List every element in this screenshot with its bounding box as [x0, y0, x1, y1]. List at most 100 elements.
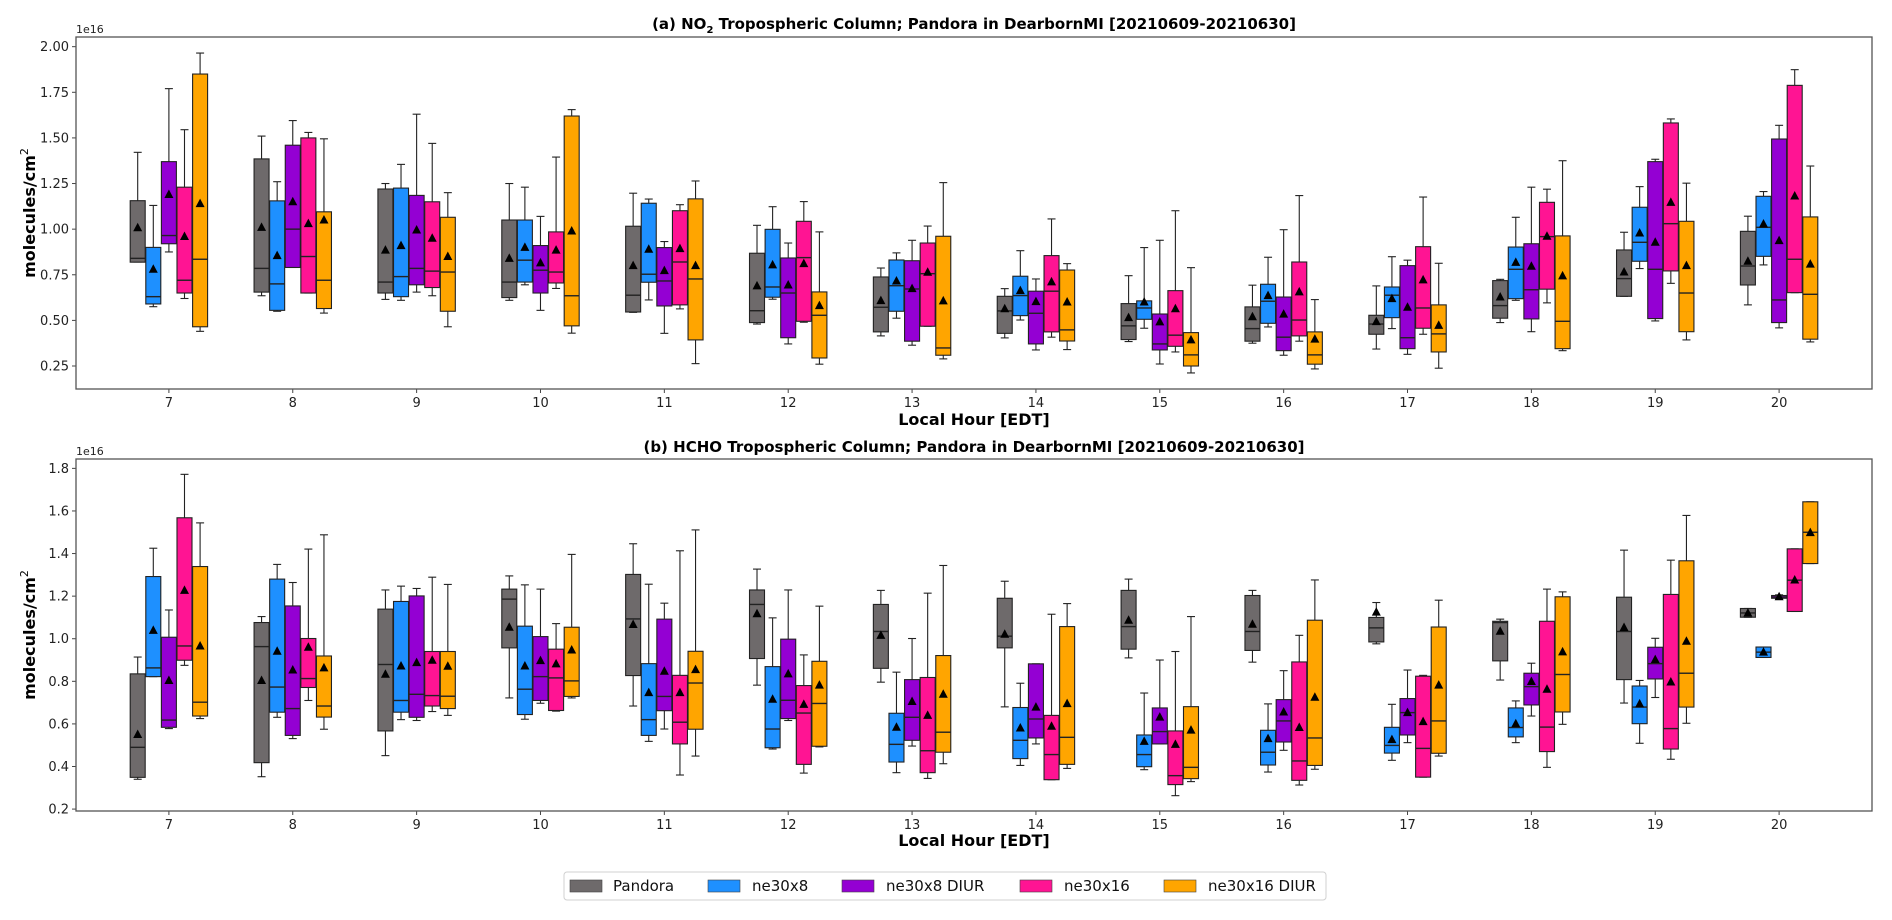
mean-marker: [799, 258, 809, 268]
iqr-box: [1244, 306, 1261, 342]
mean-marker: [303, 642, 313, 651]
box-pandora-h20: [1739, 607, 1756, 618]
mean-marker: [1263, 733, 1273, 743]
legend-item-pandora: Pandora: [569, 877, 674, 895]
x-tick-label: 13: [904, 818, 921, 833]
mean-marker: [814, 300, 824, 310]
box-ne30x16-h11: [671, 204, 688, 310]
mean-marker: [1495, 626, 1505, 635]
iqr-box: [1059, 626, 1076, 765]
x-tick-label: 11: [656, 818, 673, 833]
mean-marker: [1666, 197, 1676, 206]
mean-marker: [799, 699, 809, 708]
mean-marker: [427, 233, 437, 242]
iqr-box: [656, 247, 673, 307]
mean-marker: [272, 646, 282, 655]
box-ne30x8-h9: [392, 585, 410, 721]
box-ne30x8-diur-h11: [656, 602, 673, 730]
panel-a-xlabel: Local Hour [EDT]: [898, 410, 1050, 429]
iqr-box: [1678, 220, 1695, 333]
iqr-box: [1415, 246, 1432, 329]
iqr-box: [1399, 698, 1416, 736]
mean-marker: [1015, 285, 1025, 295]
iqr-box: [563, 115, 580, 327]
box-ne30x8-h20: [1755, 191, 1772, 266]
box-ne30x16-h15: [1167, 210, 1184, 353]
box-pandora-h14: [996, 580, 1013, 708]
x-tick-label: 14: [1028, 818, 1045, 833]
mean-marker: [1511, 718, 1521, 728]
iqr-box: [300, 137, 317, 294]
mean-marker: [380, 245, 390, 254]
box-ne30x8-h10: [516, 584, 533, 720]
mean-marker: [272, 250, 282, 260]
box-ne30x8-diur-h13: [904, 637, 921, 747]
mean-marker: [1681, 260, 1691, 270]
x-tick-label: 11: [656, 396, 673, 411]
box-pandora-h15: [1120, 275, 1137, 343]
mean-marker: [1139, 296, 1149, 306]
iqr-box: [1260, 729, 1277, 766]
box-ne30x16-h7: [176, 129, 193, 300]
iqr-box: [1430, 626, 1447, 754]
box-ne30x8-h15: [1136, 247, 1153, 329]
box-ne30x16-h16: [1291, 195, 1308, 342]
x-tick-label: 16: [1275, 396, 1292, 411]
mean-marker: [412, 657, 422, 667]
mean-marker: [1774, 591, 1784, 601]
box-ne30x16-diur-h12: [811, 231, 828, 365]
iqr-box: [439, 216, 456, 312]
box-ne30x8-h16: [1260, 703, 1277, 773]
mean-marker: [1650, 237, 1660, 246]
mean-marker: [164, 189, 174, 198]
box-ne30x8-diur-h10: [532, 588, 549, 704]
mean-marker: [520, 242, 530, 251]
box-ne30x16-diur-h15: [1182, 616, 1200, 783]
box-ne30x8-diur-h17: [1399, 259, 1416, 355]
iqr-box: [1662, 593, 1679, 750]
iqr-box: [919, 676, 936, 774]
box-pandora-h9: [377, 182, 394, 300]
iqr-box: [408, 194, 425, 286]
series-ne30x16-diur: [192, 501, 1819, 783]
box-ne30x16-h9: [424, 576, 441, 713]
legend-frame: [563, 871, 1327, 901]
legend-label-ne30x16-diur: ne30x16 DIUR: [1208, 877, 1316, 895]
iqr-box: [1383, 286, 1400, 319]
legend-label-ne30x8-diur: ne30x8 DIUR: [886, 877, 984, 895]
legend-item-ne30x8: ne30x8: [707, 877, 808, 895]
mean-marker: [1186, 725, 1196, 734]
box-ne30x16-h17: [1415, 196, 1432, 335]
box-ne30x16-diur-h13: [935, 182, 952, 360]
iqr-box: [377, 188, 394, 294]
mean-marker: [1124, 312, 1134, 322]
box-ne30x8-diur-h14: [1027, 278, 1044, 351]
box-ne30x16-diur-h17: [1430, 262, 1447, 369]
mean-marker: [567, 225, 577, 235]
mean-marker: [783, 668, 793, 678]
x-tick-label: 9: [412, 818, 420, 833]
legend-swatch-ne30x8-diur: [841, 879, 875, 893]
iqr-box: [1136, 734, 1153, 768]
box-ne30x16-h15: [1167, 650, 1184, 797]
box-pandora-h13: [872, 267, 889, 337]
box-ne30x16-h17: [1415, 674, 1432, 778]
box-pandora-h8: [253, 135, 270, 297]
iqr-box: [1182, 706, 1200, 780]
x-tick-label: 12: [780, 818, 797, 833]
mean-marker: [1155, 712, 1165, 721]
iqr-box: [516, 219, 533, 283]
iqr-box: [1662, 122, 1679, 272]
mean-marker: [1434, 680, 1444, 689]
legend-item-ne30x8-diur: ne30x8 DIUR: [841, 877, 984, 895]
box-ne30x16-h12: [795, 201, 812, 323]
mean-marker: [675, 243, 685, 253]
y-tick-label: 1.8: [48, 462, 69, 477]
legend-label-ne30x16: ne30x16: [1064, 877, 1130, 895]
y-tick-label: 1.6: [48, 504, 69, 519]
mean-marker: [1247, 619, 1257, 628]
mean-marker: [1418, 274, 1428, 284]
iqr-box: [904, 260, 921, 342]
mean-marker: [1371, 316, 1381, 326]
y-tick-label: 1.50: [40, 131, 69, 146]
